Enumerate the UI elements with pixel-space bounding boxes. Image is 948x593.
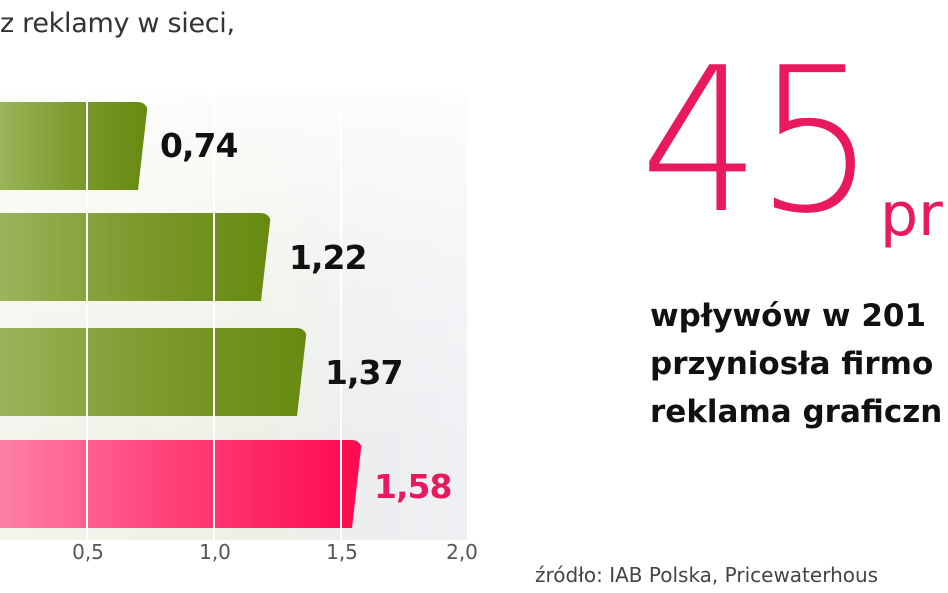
highlight-number: 45	[640, 25, 876, 258]
bar-2	[0, 213, 271, 301]
caption-line-3: reklama graficzn	[650, 394, 943, 430]
source-note: źródło: IAB Polska, Pricewaterhous	[535, 563, 879, 587]
gridline-1-5	[340, 95, 342, 540]
x-tick-2-0: 2,0	[446, 540, 478, 564]
gridline-0-5	[86, 95, 88, 540]
x-tick-1-0: 1,0	[199, 540, 231, 564]
x-tick-0-5: 0,5	[72, 540, 104, 564]
bar-1	[0, 102, 148, 190]
bar-4	[0, 440, 362, 528]
value-label-4: 1,58	[374, 467, 452, 506]
highlight-caption: wpływów w 201 przyniosła firmo reklama g…	[650, 292, 942, 436]
highlight-unit: pr	[880, 180, 943, 250]
caption-line-1: wpływów w 201	[650, 298, 927, 334]
bar-3	[0, 328, 307, 416]
chart-subtitle: z reklamy w sieci,	[0, 8, 235, 39]
x-tick-1-5: 1,5	[326, 540, 358, 564]
value-label-3: 1,37	[325, 353, 403, 392]
value-label-1: 0,74	[160, 126, 238, 165]
value-label-2: 1,22	[289, 238, 367, 277]
gridline-1-0	[213, 95, 215, 540]
gridline-2-0	[467, 95, 469, 540]
caption-line-2: przyniosła firmo	[650, 346, 934, 382]
